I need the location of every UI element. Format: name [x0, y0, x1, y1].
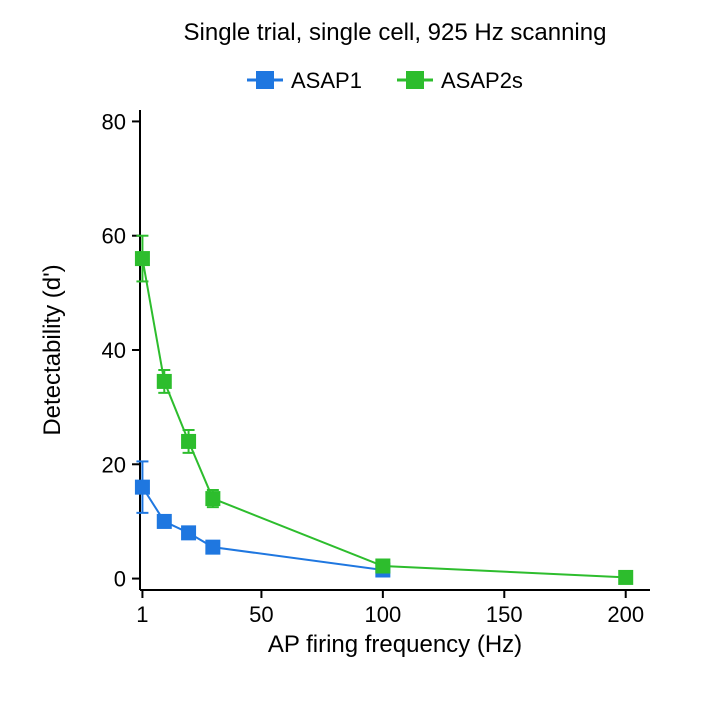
data-point-asap2s: [135, 236, 149, 282]
data-point-asap1: [182, 526, 196, 540]
data-point-asap1: [157, 514, 171, 528]
data-point-asap1: [135, 461, 149, 512]
x-tick-label: 150: [486, 602, 523, 627]
data-point-asap2s: [619, 570, 633, 584]
x-tick-label: 100: [364, 602, 401, 627]
legend-label: ASAP2s: [441, 68, 523, 93]
y-tick-label: 40: [102, 338, 126, 363]
data-point-asap2s: [376, 559, 390, 573]
data-point-asap1: [206, 540, 220, 554]
chart-title: Single trial, single cell, 925 Hz scanni…: [184, 19, 607, 46]
y-axis-label: Detectability (d'): [39, 264, 66, 435]
legend-item-asap2s: ASAP2s: [397, 68, 523, 93]
series-line-asap2s: [142, 259, 625, 578]
x-tick-label: 200: [607, 602, 644, 627]
y-tick-label: 0: [114, 567, 126, 592]
x-axis-label: AP firing frequency (Hz): [268, 631, 522, 658]
data-point-asap2s: [157, 370, 171, 393]
y-tick-label: 60: [102, 224, 126, 249]
x-tick-label: 50: [249, 602, 273, 627]
data-point-asap2s: [182, 430, 196, 453]
data-point-asap2s: [206, 490, 220, 507]
y-tick-label: 80: [102, 109, 126, 134]
x-tick-label: 1: [136, 602, 148, 627]
y-tick-label: 20: [102, 452, 126, 477]
series-line-asap1: [142, 487, 382, 570]
legend-item-asap1: ASAP1: [247, 68, 362, 93]
legend-label: ASAP1: [291, 68, 362, 93]
detectability-chart: Single trial, single cell, 925 Hz scanni…: [0, 0, 712, 708]
